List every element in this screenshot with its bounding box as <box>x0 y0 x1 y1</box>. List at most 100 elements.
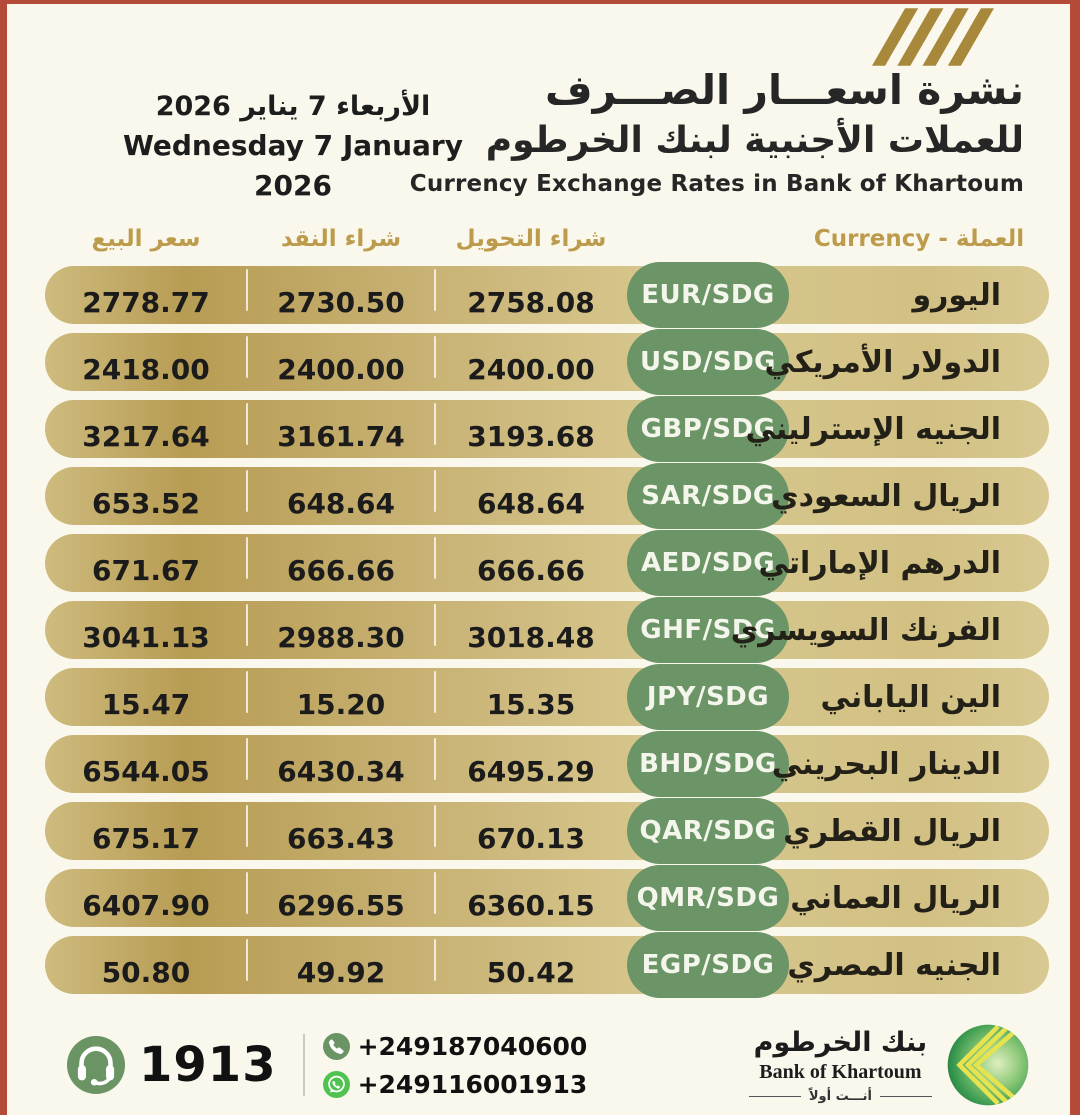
table-row: 6544.05 6430.34 6495.29 BHD/SDG الدينار … <box>45 731 1049 797</box>
cash-buy-value: 6296.55 <box>277 889 405 922</box>
tagline-text: أنـــت أولاً <box>808 1088 872 1104</box>
hotline-block: 1913 <box>67 1036 277 1094</box>
sell-price-value: 675.17 <box>91 822 201 855</box>
currency-code-badge: GBP/SDG <box>627 396 789 462</box>
currency-name-arabic: الجنيه المصري <box>787 947 1001 983</box>
whatsapp-number: +249116001913 <box>357 1069 588 1099</box>
rates-table: 2778.77 2730.50 2758.08 EUR/SDG اليورو 2… <box>45 262 1049 998</box>
date-block: الأربعاء 7 يناير 2026 Wednesday 7 Januar… <box>103 88 483 206</box>
currency-code-badge: JPY/SDG <box>627 664 789 730</box>
table-row: 2418.00 2400.00 2400.00 USD/SDG الدولار … <box>45 329 1049 395</box>
cash-buy-value: 2988.30 <box>277 621 405 654</box>
currency-name-arabic: الريال القطري <box>783 813 1001 849</box>
sell-price-value: 2778.77 <box>82 286 210 319</box>
currency-name-arabic: الدولار الأمريكي <box>764 344 1002 380</box>
contact-numbers: +249187040600 +249116001913 <box>322 1031 588 1099</box>
column-divider <box>246 872 248 914</box>
cash-buy-value: 6430.34 <box>277 755 405 788</box>
transfer-buy-value: 6360.15 <box>467 889 595 922</box>
transfer-buy-value: 3193.68 <box>467 420 595 453</box>
title-block: نشرة اسعـــار الصـــرف للعملات الأجنبية … <box>410 64 1024 200</box>
sell-price-value: 3041.13 <box>82 621 210 654</box>
currency-name-arabic: الريال العماني <box>790 880 1001 916</box>
table-row: 3041.13 2988.30 3018.48 GHF/SDG الفرنك ا… <box>45 597 1049 663</box>
table-row: 6407.90 6296.55 6360.15 QMR/SDG الريال ا… <box>45 865 1049 931</box>
gold-stripes-icon <box>872 8 994 66</box>
currency-name-arabic: الفرنك السويسري <box>730 612 1001 648</box>
column-header-transfer-buy: شراء التحويل <box>455 226 607 252</box>
cash-buy-value: 15.20 <box>296 688 386 721</box>
table-row: 675.17 663.43 670.13 QAR/SDG الريال القط… <box>45 798 1049 864</box>
transfer-buy-value: 6495.29 <box>467 755 595 788</box>
column-divider <box>434 470 436 512</box>
cash-buy-value: 666.66 <box>286 554 396 587</box>
table-row: 3217.64 3161.74 3193.68 GBP/SDG الجنيه ا… <box>45 396 1049 462</box>
date-english: Wednesday 7 January 2026 <box>123 129 463 202</box>
bank-name-arabic: بنك الخرطوم <box>753 1026 928 1058</box>
transfer-buy-value: 3018.48 <box>467 621 595 654</box>
transfer-buy-value: 670.13 <box>476 822 586 855</box>
footer-divider <box>302 1034 305 1096</box>
footer: 1913 +249187040600 +249116001913 <box>45 1020 1030 1110</box>
title-arabic-line2: للعملات الأجنبية لبنك الخرطوم <box>485 120 1024 161</box>
transfer-buy-value: 15.35 <box>486 688 576 721</box>
currency-code-badge: QMR/SDG <box>627 865 789 931</box>
currency-code-badge: USD/SDG <box>627 329 789 395</box>
table-row: 15.47 15.20 15.35 JPY/SDG الين الياباني <box>45 664 1049 730</box>
column-divider <box>434 939 436 981</box>
currency-name-arabic: الريال السعودي <box>771 478 1001 514</box>
table-row: 2778.77 2730.50 2758.08 EUR/SDG اليورو <box>45 262 1049 328</box>
title-english: Currency Exchange Rates in Bank of Khart… <box>409 171 1024 197</box>
cash-buy-value: 2730.50 <box>277 286 405 319</box>
column-divider <box>434 403 436 445</box>
cash-buy-value: 663.43 <box>286 822 396 855</box>
currency-name-arabic: اليورو <box>912 277 1001 313</box>
column-divider <box>246 939 248 981</box>
column-divider <box>434 738 436 780</box>
sell-price-value: 671.67 <box>91 554 201 587</box>
date-arabic: الأربعاء 7 يناير 2026 <box>155 91 431 122</box>
sell-price-value: 653.52 <box>91 487 201 520</box>
bank-logo-text: بنك الخرطوم Bank of Khartoum أنـــت أولا… <box>748 1026 932 1104</box>
column-divider <box>434 805 436 847</box>
headset-icon <box>67 1036 125 1094</box>
column-divider <box>246 470 248 512</box>
column-headers: سعر البيع شراء النقد شراء التحويل العملة… <box>45 222 1049 256</box>
tagline-rule <box>880 1095 932 1097</box>
currency-code-badge: EGP/SDG <box>627 932 789 998</box>
column-divider <box>246 269 248 311</box>
column-divider <box>434 671 436 713</box>
hotline-number: 1913 <box>139 1037 277 1093</box>
title-arabic-line1: نشرة اسعـــار الصـــرف <box>545 66 1024 114</box>
cash-buy-value: 3161.74 <box>277 420 405 453</box>
currency-name-arabic: الدرهم الإماراتي <box>758 545 1001 581</box>
column-divider <box>246 403 248 445</box>
sell-price-value: 50.80 <box>101 956 191 989</box>
column-divider <box>434 336 436 378</box>
currency-code-badge: GHF/SDG <box>627 597 789 663</box>
column-divider <box>246 537 248 579</box>
column-divider <box>434 537 436 579</box>
currency-code-badge: QAR/SDG <box>627 798 789 864</box>
sell-price-value: 6407.90 <box>82 889 210 922</box>
currency-name-arabic: الدينار البحريني <box>771 746 1001 782</box>
transfer-buy-value: 648.64 <box>476 487 586 520</box>
cash-buy-value: 2400.00 <box>277 353 405 386</box>
cash-buy-value: 648.64 <box>286 487 396 520</box>
bank-name-english: Bank of Khartoum <box>759 1060 922 1083</box>
sell-price-value: 2418.00 <box>82 353 210 386</box>
transfer-buy-value: 50.42 <box>486 956 576 989</box>
column-header-cash-buy: شراء النقد <box>280 226 402 252</box>
phone-number: +249187040600 <box>357 1031 588 1061</box>
table-row: 671.67 666.66 666.66 AED/SDG الدرهم الإم… <box>45 530 1049 596</box>
currency-name-arabic: الجنيه الإسترليني <box>745 411 1001 447</box>
table-row: 653.52 648.64 648.64 SAR/SDG الريال السع… <box>45 463 1049 529</box>
currency-code-badge: BHD/SDG <box>627 731 789 797</box>
tagline-rule <box>748 1095 801 1097</box>
column-divider <box>246 336 248 378</box>
bank-logo: بنك الخرطوم Bank of Khartoum أنـــت أولا… <box>748 1023 1030 1107</box>
sell-price-value: 6544.05 <box>82 755 210 788</box>
column-divider <box>434 872 436 914</box>
column-divider <box>434 269 436 311</box>
